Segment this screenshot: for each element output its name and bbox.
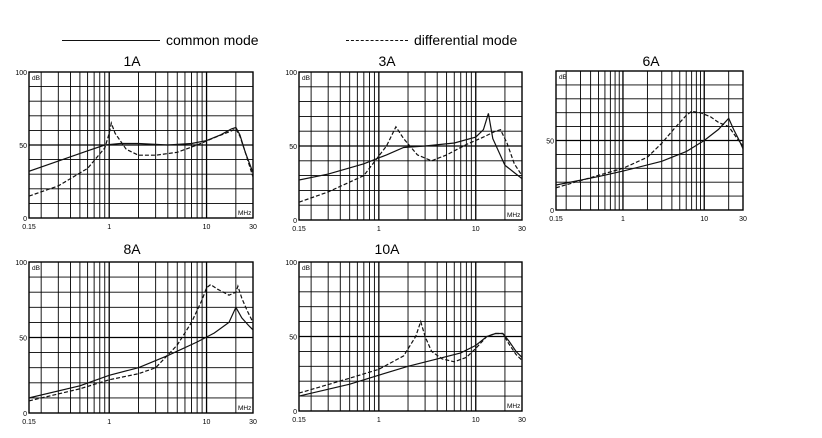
series-common-mode [556, 117, 743, 186]
y-unit-label: dB [32, 265, 40, 272]
y-tick-label: 100 [15, 260, 27, 267]
x-tick-label: 10 [700, 216, 708, 223]
y-tick-label: 0 [23, 411, 27, 418]
series-differential-mode [556, 110, 743, 189]
legend-common-mode: common mode [62, 30, 259, 50]
plot-frame [298, 261, 523, 412]
series-common-mode [29, 305, 253, 399]
x-unit-bg [506, 211, 521, 219]
x-unit-bg [237, 209, 252, 217]
x-tick-label: 30 [739, 216, 747, 223]
chart-4: dB MHz 0 50 100 0.15 1 10 30 [15, 260, 257, 426]
y-tick-label: 100 [15, 70, 27, 77]
y-tick-label: 50 [289, 144, 297, 151]
x-tick-label: 10 [472, 226, 480, 233]
y-tick-label: 100 [285, 70, 297, 77]
chart-title-10a: 10A [374, 241, 400, 257]
chart-1: dB MHz 0 50 100 0.15 1 10 30 [15, 70, 257, 231]
y-tick-label: 50 [19, 143, 27, 150]
x-tick-label: 30 [518, 226, 526, 233]
x-unit-label: MHz [238, 210, 251, 217]
x-unit-label: MHz [507, 212, 520, 219]
y-unit-label: dB [302, 75, 310, 82]
y-tick-label: 0 [550, 208, 554, 215]
x-unit-label: MHz [238, 405, 251, 412]
y-tick-label: 50 [289, 335, 297, 342]
series-common-mode [29, 126, 253, 173]
y-tick-label: 50 [19, 336, 27, 343]
x-tick-label: 10 [472, 417, 480, 424]
legend-differential-label: differential mode [414, 32, 518, 48]
series-differential-mode [299, 125, 522, 203]
y-tick-label: 0 [293, 218, 297, 225]
y-tick-label: 0 [293, 409, 297, 416]
legend-solid-line [62, 39, 160, 41]
x-tick-label: 30 [518, 417, 526, 424]
series-differential-mode [29, 283, 253, 402]
x-unit-bg [506, 402, 521, 410]
y-tick-label: 0 [23, 216, 27, 223]
y-unit-label: dB [32, 75, 40, 82]
legend-dashed-line [346, 39, 408, 41]
plot-frame [28, 261, 254, 414]
y-unit-label: dB [302, 265, 310, 272]
x-tick-label: 0.15 [22, 224, 36, 231]
plot-frame [298, 71, 523, 221]
plot-frame [555, 70, 744, 211]
x-tick-label: 1 [621, 216, 625, 223]
series-differential-mode [299, 319, 522, 394]
x-unit-label: MHz [507, 403, 520, 410]
legend-differential-mode: differential mode [346, 30, 517, 50]
x-unit-bg [237, 404, 252, 412]
x-tick-label: 0.15 [292, 226, 306, 233]
x-tick-label: 1 [377, 226, 381, 233]
chart-5: dB MHz 0 50 100 0.15 1 10 30 [285, 260, 526, 424]
x-tick-label: 1 [107, 224, 111, 231]
x-tick-label: 0.15 [22, 419, 36, 426]
series-common-mode [299, 113, 522, 181]
x-tick-label: 1 [377, 417, 381, 424]
chart-3: dB 0 50 0.15 1 10 30 [546, 70, 747, 223]
x-tick-label: 1 [107, 419, 111, 426]
x-tick-label: 30 [249, 224, 257, 231]
legend: common mode differential mode [0, 30, 822, 52]
legend-common-label: common mode [166, 32, 259, 48]
y-unit-label: dB [559, 74, 567, 81]
chart-title-1a: 1A [123, 53, 141, 69]
x-tick-label: 0.15 [292, 417, 306, 424]
plot-frame [28, 71, 254, 219]
y-tick-label: 50 [546, 139, 554, 146]
chart-title-6a: 6A [642, 53, 660, 69]
x-tick-label: 30 [249, 419, 257, 426]
x-tick-label: 0.15 [549, 216, 563, 223]
x-tick-label: 10 [203, 419, 211, 426]
chart-title-3a: 3A [378, 53, 396, 69]
chart-2: dB MHz 0 50 100 0.15 1 10 30 [285, 70, 526, 233]
series-differential-mode [29, 120, 253, 197]
series-common-mode [299, 332, 522, 397]
chart-title-8a: 8A [123, 241, 141, 257]
x-tick-label: 10 [203, 224, 211, 231]
y-tick-label: 100 [285, 260, 297, 267]
